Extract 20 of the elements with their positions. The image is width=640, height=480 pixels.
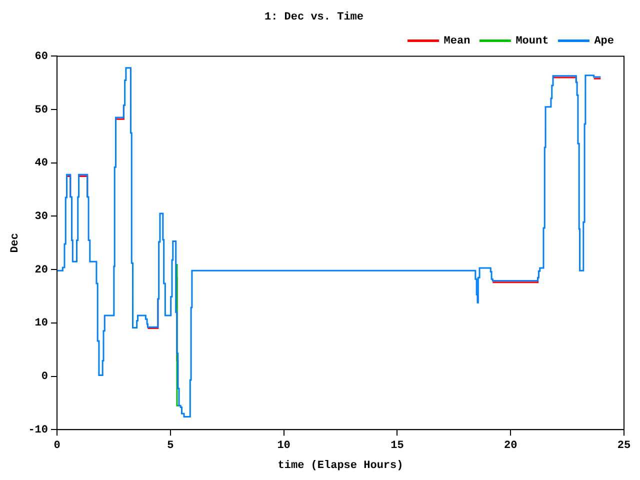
x-tick-label: 0 — [54, 440, 60, 452]
chart-title: 1: Dec vs. Time — [264, 11, 364, 24]
y-tick-label: 20 — [34, 264, 48, 276]
y-axis-title: Dec — [9, 232, 22, 253]
legend-label: Mount — [516, 35, 549, 48]
x-axis-title: time (Elapse Hours) — [278, 460, 404, 472]
y-tick-label: 40 — [34, 158, 48, 170]
y-tick-label: 50 — [34, 104, 48, 116]
legend-label: Ape — [594, 35, 614, 48]
x-tick-label: 15 — [390, 440, 404, 452]
x-tick-label: 20 — [504, 440, 518, 452]
x-tick-label: 25 — [617, 440, 631, 452]
legend-label: Mean — [444, 35, 470, 48]
y-tick-label: 0 — [41, 371, 48, 384]
y-tick-label: 60 — [34, 50, 48, 63]
y-tick-label: 30 — [34, 210, 48, 223]
x-tick-label: 10 — [277, 440, 290, 452]
y-tick-label: -10 — [28, 424, 48, 436]
y-tick-label: 10 — [34, 318, 48, 330]
x-tick-label: 5 — [167, 440, 174, 452]
